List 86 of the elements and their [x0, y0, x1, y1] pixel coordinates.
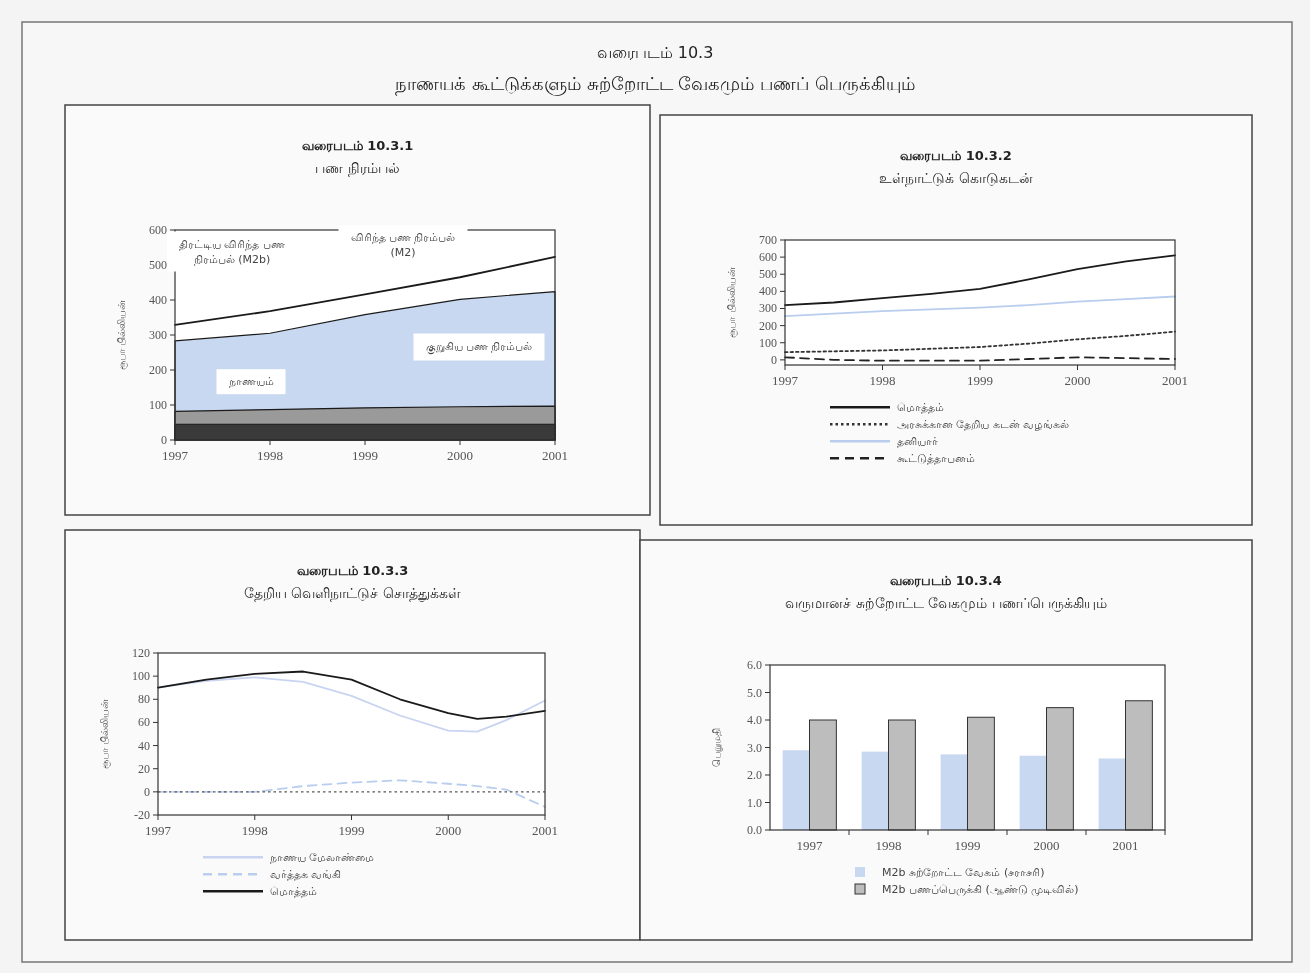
- y-tick-label: 0: [771, 352, 777, 367]
- annotation: நாணயம்: [228, 375, 274, 389]
- y-tick-label: 600: [759, 250, 777, 265]
- y-tick-label: 40: [138, 738, 150, 753]
- y-tick-label: 60: [138, 715, 150, 730]
- x-tick-label: 1999: [954, 838, 981, 853]
- legend-label: மொத்தம்: [270, 885, 317, 898]
- chart-subtitle: உள்நாட்டுக் கொடுகடன்: [879, 170, 1033, 187]
- line-series: [784, 295, 1176, 318]
- y-tick-label: 0: [144, 784, 150, 799]
- text: நாணயக் கூட்டுக்களும் சுற்றோட்ட வேகமும் பணப் பெருக்கியும்: [395, 73, 915, 96]
- y-tick-label: 0: [161, 433, 167, 447]
- legend-label: தனியார்: [897, 435, 938, 448]
- x-tick-label: 2000: [1033, 838, 1060, 853]
- x-tick-label: 2000: [1064, 373, 1091, 388]
- bar: [940, 754, 968, 830]
- chart-subtitle: வருமானச் சுற்றோட்ட வேகமும் பணப்பெருக்கியும்: [785, 595, 1107, 612]
- x-tick-label: 2001: [532, 823, 558, 838]
- x-tick-label: 1999: [967, 373, 993, 388]
- legend-label: M2b சுற்றோட்ட வேகம் (சராசரி): [882, 866, 1045, 879]
- bar: [782, 750, 810, 830]
- y-tick-label: -20: [134, 808, 150, 822]
- y-tick-label: 3.0: [747, 740, 762, 755]
- chart-subtitle: தேறிய வெளிநாட்டுச் சொத்துக்கள்: [244, 585, 461, 602]
- y-tick-label: 200: [149, 363, 167, 377]
- x-tick-label: 2000: [435, 823, 462, 838]
- x-tick-label: 2001: [1112, 838, 1139, 853]
- chart-title: வரைபடம் 10.3.2: [900, 148, 1012, 163]
- y-tick-label: 300: [149, 328, 167, 342]
- x-tick-label: 1997: [145, 823, 172, 838]
- y-tick-label: 200: [759, 318, 777, 333]
- x-tick-label: 1998: [241, 823, 268, 838]
- annotation: திரட்டிய விரிந்த பண நிரம்பல் (M2b): [179, 237, 285, 266]
- x-tick-label: 2000: [447, 448, 473, 463]
- legend-label: M2b பணப்பெருக்கி (ஆண்டு முடிவில்): [882, 883, 1079, 896]
- y-tick-label: 700: [759, 233, 777, 247]
- line-series: [157, 670, 546, 720]
- y-tick-label: 100: [759, 335, 777, 350]
- bar: [1019, 755, 1047, 830]
- legend-label: நாணய மேலாண்மை: [270, 851, 375, 864]
- bar: [861, 751, 889, 830]
- y-tick-label: 500: [149, 258, 167, 272]
- x-tick-label: 1998: [869, 373, 896, 388]
- x-tick-label: 1998: [875, 838, 902, 853]
- legend-label: வர்த்தக வங்கி: [270, 868, 342, 881]
- x-tick-label: 1999: [338, 823, 365, 838]
- y-tick-label: 1.0: [747, 795, 762, 810]
- legend-label: அரசுக்கான தேறிய கடன் வழங்கல்: [897, 418, 1070, 431]
- y-tick-label: 120: [132, 646, 150, 660]
- x-tick-label: 1997: [772, 373, 799, 388]
- y-tick-label: 2.0: [747, 768, 762, 782]
- annotation: குறுகிய பண நிரம்பல்: [425, 339, 533, 355]
- x-tick-label: 2001: [1162, 373, 1188, 388]
- y-tick-label: 300: [759, 301, 777, 316]
- y-tick-label: 400: [149, 293, 167, 307]
- x-tick-label: 1997: [796, 838, 823, 853]
- x-tick-label: 1999: [352, 448, 378, 463]
- y-axis-title: ரூபா பில்லியன்: [99, 698, 111, 770]
- y-tick-label: 20: [138, 761, 150, 776]
- y-tick-label: 600: [149, 223, 167, 237]
- y-tick-label: 100: [132, 669, 150, 684]
- y-axis-title: ரூபா பில்லியன்: [726, 267, 738, 338]
- y-axis-title: பெறுமதி: [711, 728, 723, 767]
- y-tick-label: 100: [149, 398, 167, 412]
- y-axis-title: ரூபா பில்லியன்: [116, 299, 128, 371]
- y-tick-label: 4.0: [747, 713, 762, 727]
- chart-title: வரைபடம் 10.3.3: [296, 563, 409, 578]
- line-series: [174, 256, 556, 326]
- x-tick-label: 1997: [162, 448, 189, 463]
- y-tick-label: 500: [759, 267, 777, 282]
- y-tick-label: 6.0: [747, 658, 762, 672]
- chart-subtitle: பண நிரம்பல்: [315, 160, 400, 177]
- x-tick-label: 2001: [542, 448, 568, 463]
- y-tick-label: 5.0: [747, 685, 762, 700]
- legend-label: மொத்தம்: [897, 401, 944, 414]
- text: வரைபடம் 10.3: [596, 43, 714, 62]
- line-series: [784, 254, 1176, 306]
- chart-title: வரைபடம் 10.3.4: [890, 573, 1002, 588]
- y-tick-label: 0.0: [747, 823, 762, 837]
- x-tick-label: 1998: [257, 448, 283, 463]
- legend-label: கூட்டுத்தாபனம்: [897, 452, 975, 465]
- bar: [1098, 758, 1126, 830]
- annotation: விரிந்த பண நிரம்பல் (M2): [350, 231, 456, 260]
- chart-title: வரைபடம் 10.3.1: [301, 138, 414, 153]
- y-tick-label: 400: [759, 284, 777, 299]
- y-tick-label: 80: [138, 692, 150, 707]
